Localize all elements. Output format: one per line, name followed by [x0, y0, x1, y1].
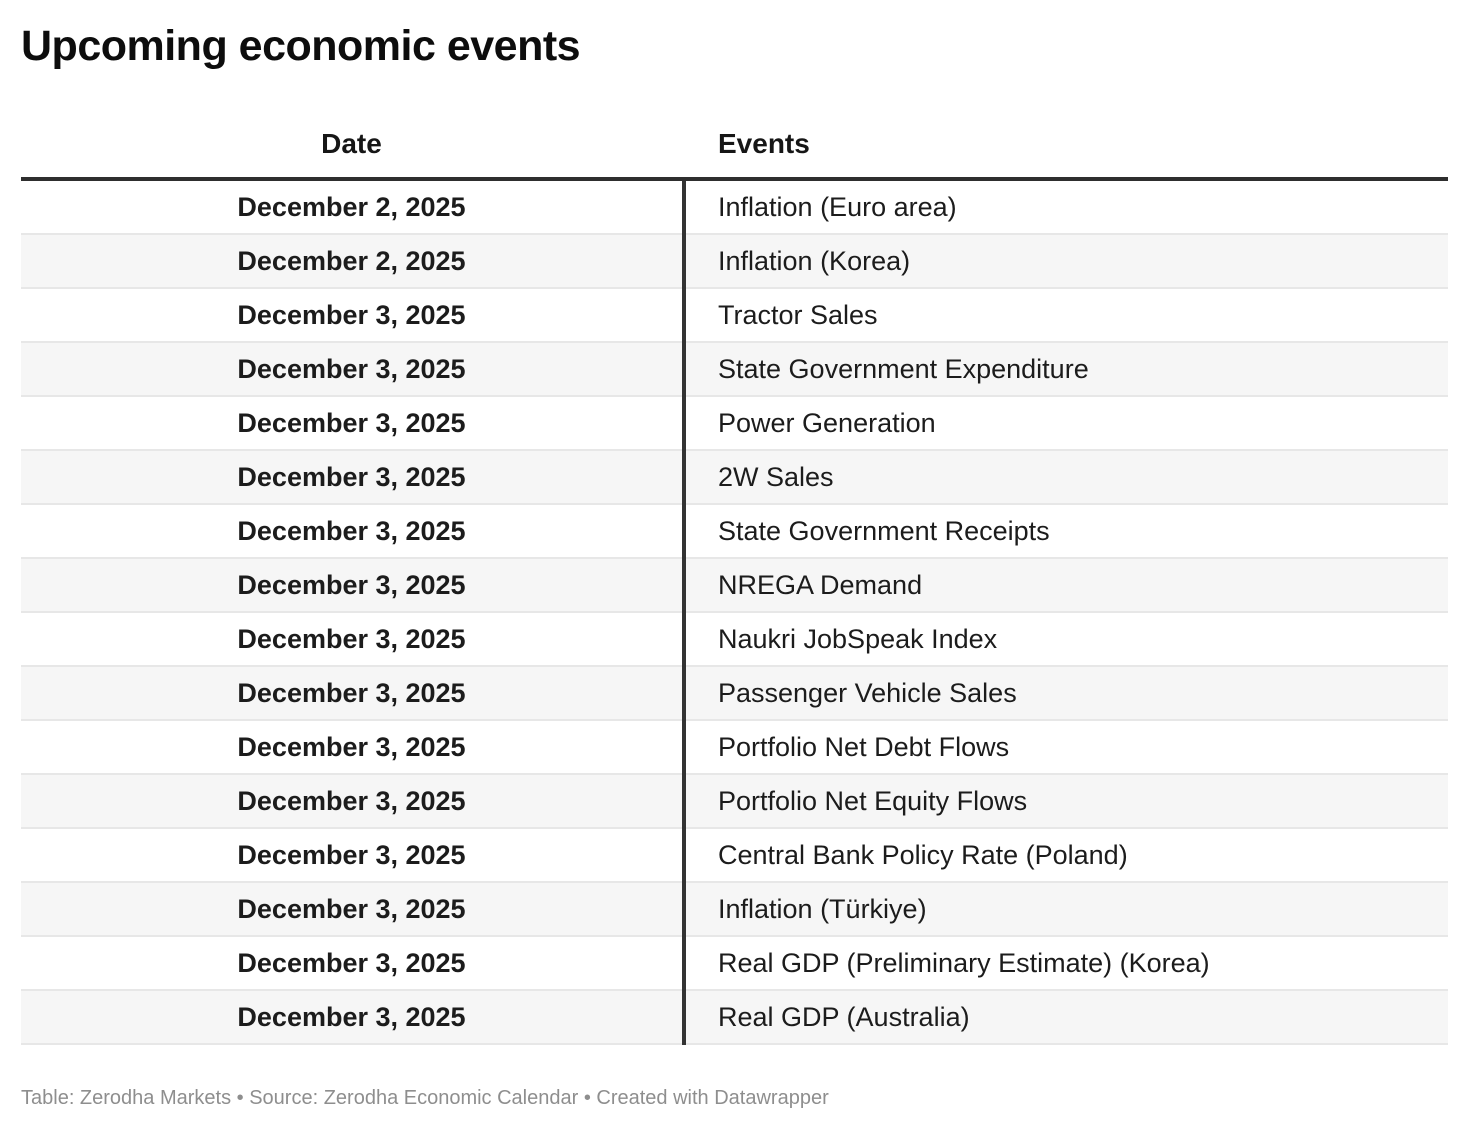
date-cell: December 3, 2025	[237, 785, 466, 816]
event-cell: Portfolio Net Equity Flows	[718, 785, 1028, 816]
date-cell: December 3, 2025	[237, 947, 466, 978]
date-cell: December 3, 2025	[237, 353, 466, 384]
event-cell: Central Bank Policy Rate (Poland)	[718, 839, 1128, 870]
page-title: Upcoming economic events	[21, 22, 581, 70]
economic-events-table: Date Events December 2, 2025 Inflation (…	[21, 116, 1448, 1045]
date-cell: December 3, 2025	[237, 1001, 466, 1032]
date-cell: December 3, 2025	[237, 893, 466, 924]
table-row: December 2, 2025 Inflation (Korea)	[21, 235, 1448, 289]
event-cell: Inflation (Türkiye)	[718, 893, 927, 924]
date-cell: December 3, 2025	[237, 677, 466, 708]
table-row: December 3, 2025 Portfolio Net Debt Flow…	[21, 721, 1448, 775]
table-row: December 3, 2025 Tractor Sales	[21, 289, 1448, 343]
table-row: December 3, 2025 Central Bank Policy Rat…	[21, 829, 1448, 883]
date-cell: December 3, 2025	[237, 407, 466, 438]
date-cell: December 3, 2025	[237, 461, 466, 492]
table-row: December 3, 2025 2W Sales	[21, 451, 1448, 505]
event-cell: State Government Receipts	[718, 515, 1050, 546]
date-cell: December 3, 2025	[237, 839, 466, 870]
event-cell: Passenger Vehicle Sales	[718, 677, 1017, 708]
table-row: December 3, 2025 Naukri JobSpeak Index	[21, 613, 1448, 667]
event-cell: Inflation (Euro area)	[718, 191, 957, 222]
table-row: December 3, 2025 Power Generation	[21, 397, 1448, 451]
date-cell: December 3, 2025	[237, 569, 466, 600]
date-cell: December 3, 2025	[237, 623, 466, 654]
table-row: December 3, 2025 State Government Receip…	[21, 505, 1448, 559]
table-row: December 3, 2025 Passenger Vehicle Sales	[21, 667, 1448, 721]
event-cell: Real GDP (Preliminary Estimate) (Korea)	[718, 947, 1210, 978]
table-row: December 3, 2025 NREGA Demand	[21, 559, 1448, 613]
date-cell: December 3, 2025	[237, 515, 466, 546]
column-header-date: Date	[321, 128, 382, 159]
event-cell: 2W Sales	[718, 461, 834, 492]
date-cell: December 2, 2025	[237, 191, 466, 222]
table-body: December 2, 2025 Inflation (Euro area) D…	[21, 181, 1448, 1045]
event-cell: Portfolio Net Debt Flows	[718, 731, 1010, 762]
event-cell: State Government Expenditure	[718, 353, 1089, 384]
event-cell: Power Generation	[718, 407, 936, 438]
event-cell: Inflation (Korea)	[718, 245, 911, 276]
event-cell: Tractor Sales	[718, 299, 878, 330]
date-cell: December 3, 2025	[237, 731, 466, 762]
table-header-row: Date Events	[21, 116, 1448, 181]
table-row: December 3, 2025 Real GDP (Australia)	[21, 991, 1448, 1045]
date-cell: December 3, 2025	[237, 299, 466, 330]
event-cell: Real GDP (Australia)	[718, 1001, 970, 1032]
event-cell: NREGA Demand	[718, 569, 923, 600]
table-row: December 2, 2025 Inflation (Euro area)	[21, 181, 1448, 235]
table-row: December 3, 2025 Inflation (Türkiye)	[21, 883, 1448, 937]
table-row: December 3, 2025 Real GDP (Preliminary E…	[21, 937, 1448, 991]
date-cell: December 2, 2025	[237, 245, 466, 276]
column-header-events: Events	[718, 128, 810, 159]
table-attribution-footer: Table: Zerodha Markets • Source: Zerodha…	[21, 1087, 829, 1109]
table-row: December 3, 2025 State Government Expend…	[21, 343, 1448, 397]
table-row: December 3, 2025 Portfolio Net Equity Fl…	[21, 775, 1448, 829]
event-cell: Naukri JobSpeak Index	[718, 623, 998, 654]
